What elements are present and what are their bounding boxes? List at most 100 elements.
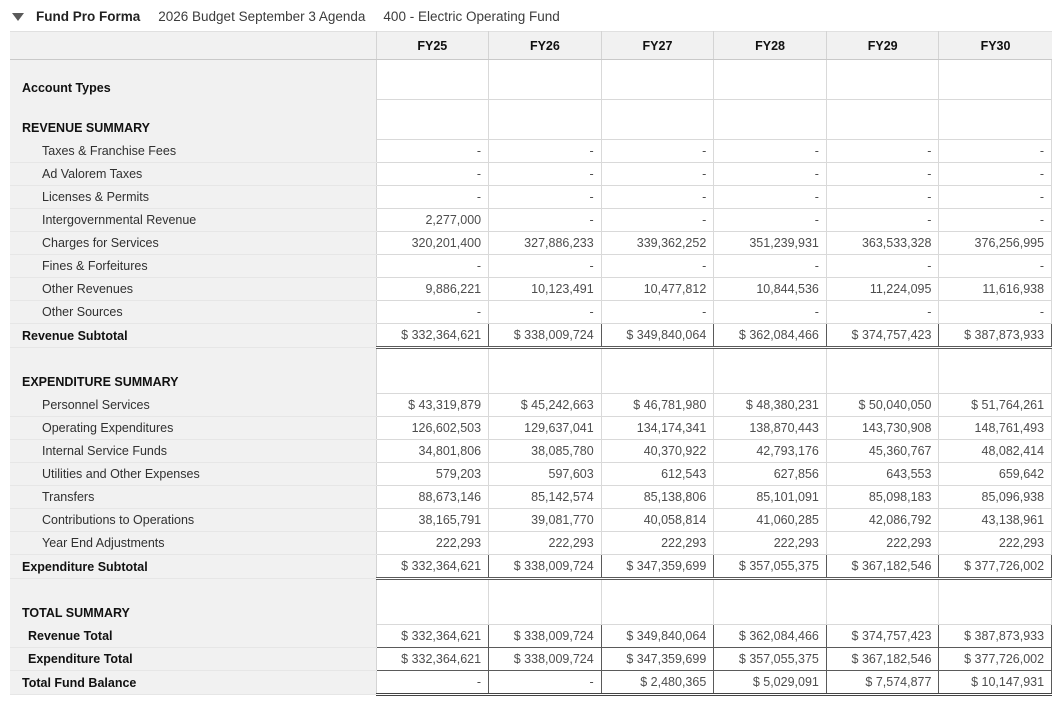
- cell-fy27: 85,138,806: [601, 485, 715, 509]
- table-row: Year End Adjustments 222,293 222,293 222,29…: [10, 531, 1053, 555]
- cell-fy27: $ 347,359,699: [600, 554, 715, 580]
- cell-fy25: 9,886,221: [376, 277, 490, 301]
- row-label: TOTAL SUMMARY: [10, 578, 377, 625]
- cell-fy26: -: [488, 670, 602, 696]
- cell-fy28: 42,793,176: [713, 439, 827, 463]
- table-row: Account Types: [10, 59, 1053, 100]
- cell-fy27: -: [601, 139, 715, 163]
- row-label: Transfers: [10, 485, 377, 509]
- cell-fy30: -: [938, 300, 1053, 324]
- cell-fy26: 38,085,780: [488, 439, 602, 463]
- cell-fy30: 11,616,938: [938, 277, 1053, 301]
- cell-fy30: -: [938, 185, 1053, 209]
- cell-fy26: -: [488, 185, 602, 209]
- cell-fy29: [826, 347, 940, 394]
- column-header-fy25: FY25: [376, 31, 490, 60]
- cell-fy26: -: [488, 139, 602, 163]
- cell-fy25: 34,801,806: [376, 439, 490, 463]
- cell-fy29: [826, 59, 940, 100]
- collapse-triangle-icon[interactable]: [12, 12, 24, 21]
- table-row: Taxes & Franchise Fees - - - - - -: [10, 139, 1053, 163]
- column-header-fy29: FY29: [826, 31, 940, 60]
- cell-fy28: $ 362,084,466: [713, 624, 827, 648]
- row-label: EXPENDITURE SUMMARY: [10, 347, 377, 394]
- cell-fy29: $ 374,757,423: [825, 323, 940, 349]
- budget-name: 2026 Budget September 3 Agenda: [158, 9, 366, 24]
- row-label: Licenses & Permits: [10, 185, 377, 209]
- row-label: Charges for Services: [10, 231, 377, 255]
- cell-fy29: $ 50,040,050: [826, 393, 940, 417]
- cell-fy28: 222,293: [713, 531, 827, 555]
- cell-fy30: [938, 99, 1053, 140]
- cell-fy26: 39,081,770: [488, 508, 602, 532]
- cell-fy29: 11,224,095: [826, 277, 940, 301]
- cell-fy27: [601, 99, 715, 140]
- cell-fy28: 85,101,091: [713, 485, 827, 509]
- cell-fy25: 126,602,503: [376, 416, 490, 440]
- cell-fy27: $ 347,359,699: [600, 647, 715, 671]
- cell-fy26: 129,637,041: [488, 416, 602, 440]
- cell-fy28: -: [713, 254, 827, 278]
- cell-fy27: -: [601, 208, 715, 232]
- cell-fy27: [601, 347, 715, 394]
- cell-fy26: 597,603: [488, 462, 602, 486]
- row-label: Utilities and Other Expenses: [10, 462, 377, 486]
- cell-fy29: -: [826, 139, 940, 163]
- table-row: Other Revenues 9,886,221 10,123,491 10,477,…: [10, 277, 1053, 301]
- cell-fy30: [938, 347, 1053, 394]
- row-label: Other Revenues: [10, 277, 377, 301]
- cell-fy27: 40,058,814: [601, 508, 715, 532]
- cell-fy27: 40,370,922: [601, 439, 715, 463]
- cell-fy26: -: [488, 300, 602, 324]
- table-row: Internal Service Funds 34,801,806 38,085,7…: [10, 439, 1053, 463]
- row-label: REVENUE SUMMARY: [10, 99, 377, 140]
- cell-fy29: -: [826, 185, 940, 209]
- row-label: Total Fund Balance: [10, 670, 377, 695]
- cell-fy28: $ 362,084,466: [713, 323, 827, 349]
- cell-fy30: 659,642: [938, 462, 1053, 486]
- cell-fy27: -: [601, 254, 715, 278]
- cell-fy26: [488, 59, 602, 100]
- column-header-fy28: FY28: [713, 31, 827, 60]
- cell-fy26: -: [488, 208, 602, 232]
- cell-fy29: 143,730,908: [826, 416, 940, 440]
- cell-fy30: -: [938, 208, 1053, 232]
- cell-fy25: $ 332,364,621: [375, 624, 490, 648]
- cell-fy25: 88,673,146: [376, 485, 490, 509]
- cell-fy29: $ 367,182,546: [825, 647, 940, 671]
- column-header-fy27: FY27: [601, 31, 715, 60]
- cell-fy30: 85,096,938: [938, 485, 1053, 509]
- cell-fy30: -: [938, 162, 1053, 186]
- cell-fy27: [601, 578, 715, 625]
- cell-fy25: -: [376, 162, 490, 186]
- cell-fy29: 222,293: [826, 531, 940, 555]
- cell-fy28: 351,239,931: [713, 231, 827, 255]
- cell-fy26: [488, 99, 602, 140]
- cell-fy28: [713, 99, 827, 140]
- corner-cell: [10, 31, 377, 60]
- cell-fy28: $ 357,055,375: [713, 647, 827, 671]
- cell-fy29: [826, 99, 940, 140]
- cell-fy26: $ 45,242,663: [488, 393, 602, 417]
- cell-fy29: 42,086,792: [826, 508, 940, 532]
- cell-fy30: $ 51,764,261: [938, 393, 1053, 417]
- cell-fy26: 10,123,491: [488, 277, 602, 301]
- cell-fy26: 222,293: [488, 531, 602, 555]
- cell-fy30: 148,761,493: [938, 416, 1053, 440]
- cell-fy27: $ 46,781,980: [601, 393, 715, 417]
- cell-fy25: -: [376, 185, 490, 209]
- cell-fy29: 643,553: [826, 462, 940, 486]
- cell-fy30: [938, 59, 1053, 100]
- row-label: Year End Adjustments: [10, 531, 377, 555]
- column-header-fy30: FY30: [938, 31, 1052, 60]
- table-row: TOTAL SUMMARY: [10, 578, 1053, 625]
- row-label: Revenue Total: [10, 624, 377, 648]
- cell-fy30: 48,082,414: [938, 439, 1053, 463]
- cell-fy30: -: [938, 254, 1053, 278]
- fund-name: 400 - Electric Operating Fund: [383, 9, 560, 24]
- cell-fy26: [488, 347, 602, 394]
- cell-fy29: $ 374,757,423: [825, 624, 940, 648]
- cell-fy27: $ 2,480,365: [600, 670, 715, 696]
- cell-fy27: -: [601, 185, 715, 209]
- row-label: Internal Service Funds: [10, 439, 377, 463]
